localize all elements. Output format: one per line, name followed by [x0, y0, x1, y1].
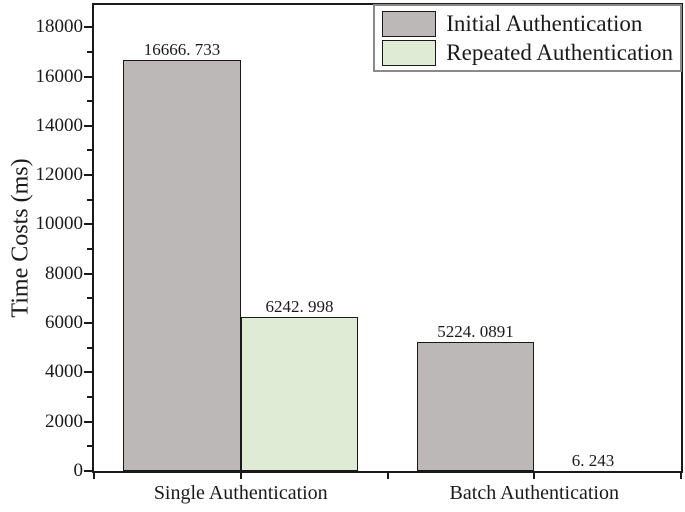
bar-initial-authentication — [123, 60, 241, 471]
bar-value-label: 16666. 733 — [143, 40, 221, 60]
bar-value-label: 6242. 998 — [265, 297, 334, 317]
y-tick-label: 14000 — [35, 114, 84, 136]
y-minor-tick — [87, 149, 92, 152]
y-major-tick — [84, 26, 92, 29]
y-minor-tick — [87, 346, 92, 349]
bar-value-label: 6. 243 — [571, 450, 615, 470]
y-major-tick — [84, 420, 92, 423]
x-category-label: Single Authentication — [153, 482, 328, 504]
y-major-tick — [84, 75, 92, 78]
legend-swatch-initial-authentication — [382, 10, 437, 37]
y-major-tick — [84, 174, 92, 177]
x-tick — [93, 473, 95, 479]
bar-initial-authentication — [416, 342, 535, 471]
y-minor-tick — [87, 396, 92, 399]
legend: Initial Authentication Repeated Authenti… — [373, 4, 682, 72]
y-tick-label: 16000 — [35, 65, 84, 87]
y-tick-label: 6000 — [45, 312, 83, 334]
y-minor-tick — [87, 198, 92, 201]
y-major-tick — [84, 470, 92, 472]
legend-label-initial-authentication: Initial Authentication — [446, 11, 643, 36]
y-major-tick — [84, 371, 92, 374]
y-minor-tick — [87, 50, 92, 53]
y-minor-tick — [87, 100, 92, 103]
bar-value-label: 5224. 0891 — [437, 322, 514, 342]
y-minor-tick — [87, 297, 92, 300]
y-tick-label: 2000 — [45, 410, 83, 432]
y-tick-label: 4000 — [45, 361, 83, 383]
bar-repeated-authentication — [240, 317, 359, 471]
y-tick-label: 10000 — [35, 213, 84, 235]
legend-item-initial-authentication: Initial Authentication — [382, 10, 673, 37]
y-minor-tick — [87, 248, 92, 251]
x-tick — [680, 473, 682, 479]
x-tick — [239, 473, 242, 479]
y-major-tick — [84, 124, 92, 127]
y-minor-tick — [87, 445, 92, 448]
legend-swatch-repeated-authentication — [382, 39, 437, 66]
y-tick-label: 0 — [73, 460, 84, 481]
x-category-label: Batch Authentication — [449, 482, 619, 504]
legend-label-repeated-authentication: Repeated Authentication — [446, 40, 673, 65]
y-tick-label: 12000 — [35, 164, 84, 186]
y-major-tick — [84, 322, 92, 325]
legend-item-repeated-authentication: Repeated Authentication — [382, 39, 673, 66]
y-tick-label: 8000 — [45, 262, 83, 284]
y-major-tick — [84, 223, 92, 226]
y-major-tick — [84, 272, 92, 275]
x-tick — [533, 473, 536, 479]
x-tick — [386, 473, 389, 479]
y-tick-label: 18000 — [35, 16, 84, 38]
